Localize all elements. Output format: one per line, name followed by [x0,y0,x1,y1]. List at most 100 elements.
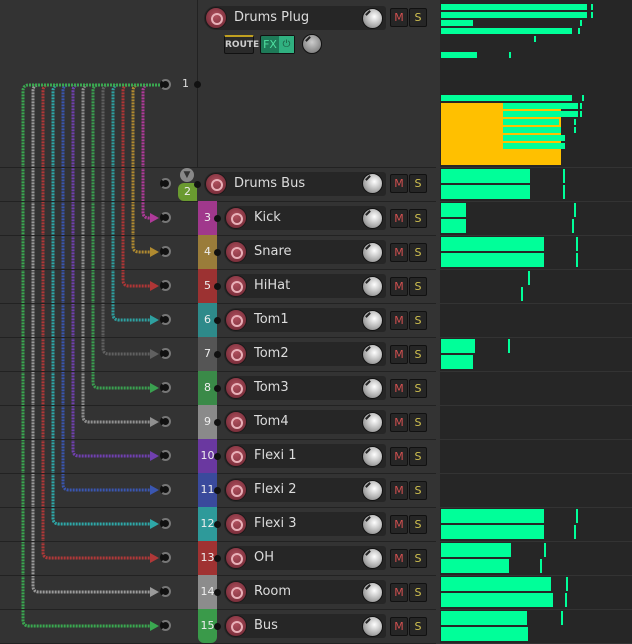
solo-button[interactable]: S [409,345,427,364]
track-name-field[interactable] [224,444,386,468]
track-name-field[interactable] [224,478,386,502]
track-name-field[interactable] [224,308,386,332]
mute-button[interactable]: M [390,379,408,398]
track-name-field[interactable] [224,240,386,264]
track-name-field[interactable] [224,580,386,604]
track-name-field[interactable] [224,206,386,230]
send-wire-7[interactable] [101,83,160,356]
receive-connector[interactable] [160,518,171,529]
volume-knob[interactable] [362,480,383,501]
volume-knob[interactable] [362,616,383,637]
solo-button[interactable]: S [409,617,427,636]
record-arm-button[interactable] [225,581,247,603]
solo-button[interactable]: S [409,277,427,296]
volume-knob[interactable] [362,548,383,569]
volume-knob[interactable] [362,173,383,194]
mute-button[interactable]: M [390,515,408,534]
mute-button[interactable]: M [390,447,408,466]
receive-connector[interactable] [160,348,171,359]
track-name-field[interactable] [224,274,386,298]
volume-knob[interactable] [362,310,383,331]
mute-button[interactable]: M [390,209,408,228]
record-arm-button[interactable] [205,7,227,29]
track-name-field[interactable] [224,546,386,570]
mute-button[interactable]: M [390,243,408,262]
receive-connector[interactable] [160,484,171,495]
volume-knob[interactable] [362,344,383,365]
record-arm-button[interactable] [225,241,247,263]
receive-connector[interactable] [160,280,171,291]
record-arm-button[interactable] [225,547,247,569]
record-arm-button[interactable] [205,173,227,195]
record-arm-button[interactable] [225,275,247,297]
send-wire-12[interactable] [51,83,160,526]
receive-connector[interactable] [160,586,171,597]
track-name-field[interactable] [204,172,386,196]
receive-connector[interactable] [160,450,171,461]
mute-button[interactable]: M [390,8,408,27]
volume-knob[interactable] [362,242,383,263]
solo-button[interactable]: S [409,413,427,432]
mute-button[interactable]: M [390,583,408,602]
send-wire-13[interactable] [41,83,160,560]
send-wire-15[interactable] [21,83,160,628]
track-name-field[interactable] [224,376,386,400]
track-name-field[interactable] [224,410,386,434]
send-wire-10[interactable] [71,83,160,458]
receive-connector[interactable] [160,382,171,393]
mute-button[interactable]: M [390,481,408,500]
send-wire-4[interactable] [131,83,160,254]
fx-power-icon[interactable]: ⏻ [279,36,294,53]
solo-button[interactable]: S [409,174,427,193]
mute-button[interactable]: M [390,413,408,432]
record-arm-button[interactable] [225,207,247,229]
solo-button[interactable]: S [409,481,427,500]
receive-connector[interactable] [160,79,171,90]
solo-button[interactable]: S [409,8,427,27]
mute-button[interactable]: M [390,277,408,296]
volume-knob[interactable] [362,276,383,297]
mute-button[interactable]: M [390,549,408,568]
mute-button[interactable]: M [390,345,408,364]
track-name-field[interactable] [224,614,386,638]
receive-connector[interactable] [160,212,171,223]
mute-button[interactable]: M [390,311,408,330]
volume-knob[interactable] [362,8,383,29]
track-name-field[interactable] [204,6,386,30]
volume-knob[interactable] [362,514,383,535]
record-arm-button[interactable] [225,343,247,365]
receive-connector[interactable] [160,314,171,325]
record-arm-button[interactable] [225,615,247,637]
mute-button[interactable]: M [390,174,408,193]
fx-button[interactable]: FX ⏻ [260,35,295,54]
track-name-field[interactable] [224,512,386,536]
folder-collapse-icon[interactable]: ▼ [180,168,194,182]
receive-connector[interactable] [160,246,171,257]
solo-button[interactable]: S [409,209,427,228]
record-arm-button[interactable] [225,377,247,399]
solo-button[interactable]: S [409,379,427,398]
solo-button[interactable]: S [409,447,427,466]
solo-button[interactable]: S [409,583,427,602]
record-arm-button[interactable] [225,479,247,501]
receive-connector[interactable] [160,552,171,563]
receive-connector[interactable] [160,178,171,189]
pan-knob[interactable] [302,34,322,54]
solo-button[interactable]: S [409,243,427,262]
track-name-field[interactable] [224,342,386,366]
volume-knob[interactable] [362,412,383,433]
volume-knob[interactable] [362,582,383,603]
receive-connector[interactable] [160,620,171,631]
solo-button[interactable]: S [409,515,427,534]
record-arm-button[interactable] [225,411,247,433]
receive-connector[interactable] [160,416,171,427]
solo-button[interactable]: S [409,549,427,568]
volume-knob[interactable] [362,378,383,399]
volume-knob[interactable] [362,208,383,229]
volume-knob[interactable] [362,446,383,467]
record-arm-button[interactable] [225,445,247,467]
send-wire-3[interactable] [141,83,160,220]
solo-button[interactable]: S [409,311,427,330]
route-button[interactable]: ROUTE [224,35,259,54]
record-arm-button[interactable] [225,513,247,535]
